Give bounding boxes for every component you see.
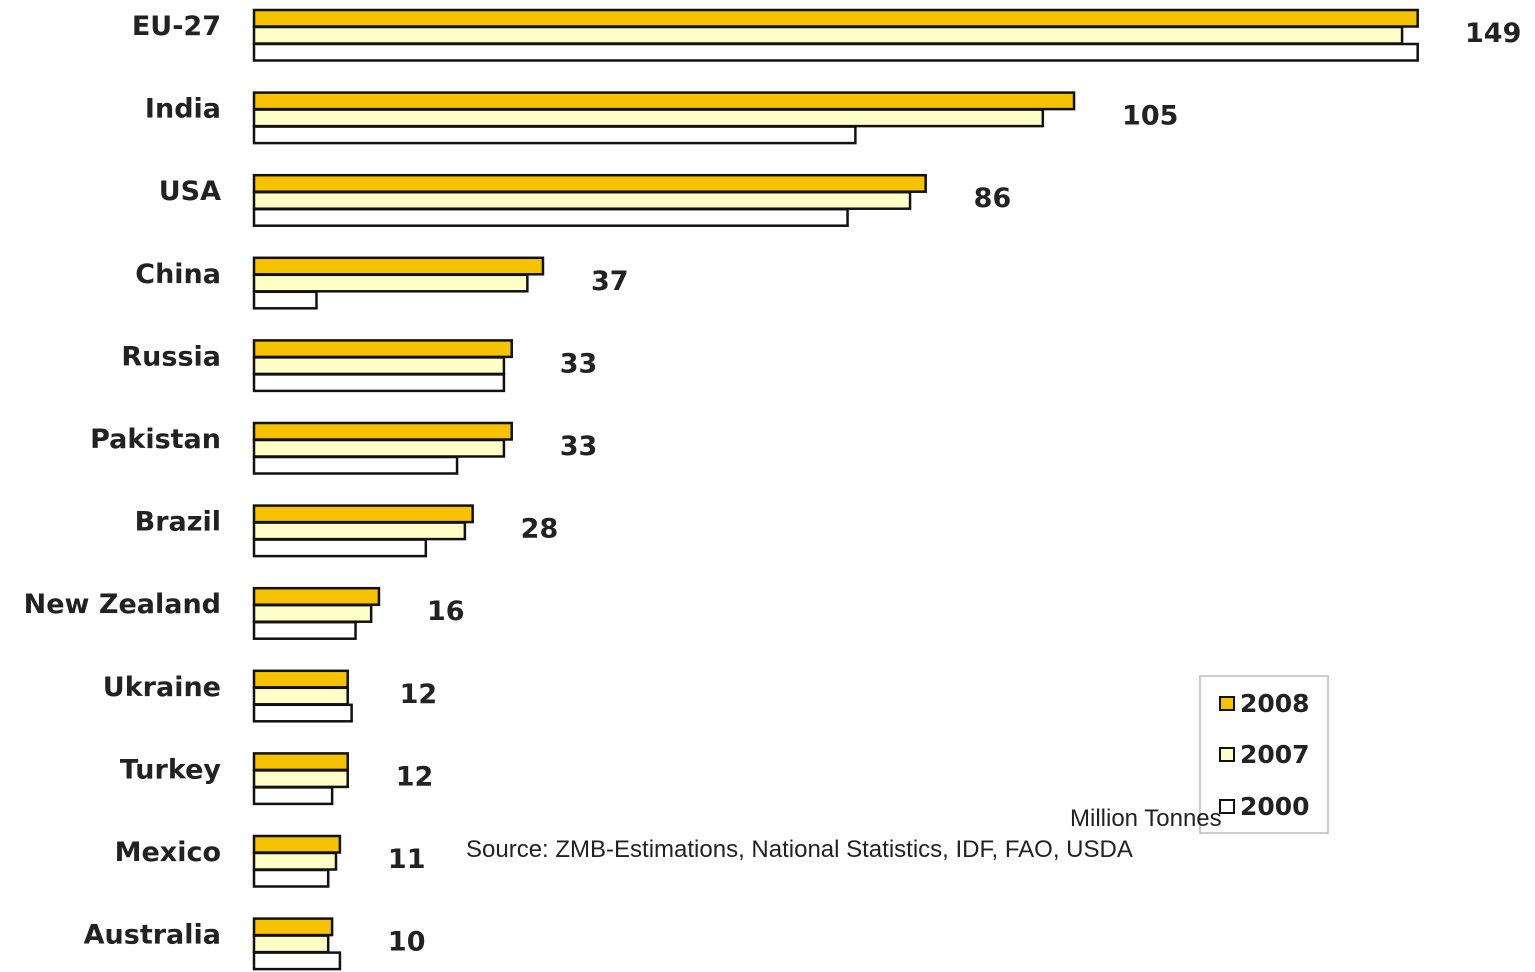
bar-new-zealand-2008 [252, 586, 381, 606]
bar-ukraine-2007 [252, 686, 349, 706]
bar-india-2007 [252, 108, 1045, 128]
value-label-russia: 33 [560, 348, 598, 379]
category-label-eu-27: EU-27 [132, 11, 221, 42]
bar-mexico-2008 [252, 834, 342, 854]
bar-australia-2000 [252, 951, 342, 971]
category-label-india: India [145, 94, 221, 125]
value-labels: 149 105 86 37 33 33 28 16 12 12 11 10 [388, 18, 1521, 958]
value-label-pakistan: 33 [560, 431, 598, 462]
bar-new-zealand-2007 [252, 603, 373, 623]
bar-turkey-2000 [252, 786, 334, 806]
bar-china-2007 [252, 273, 529, 293]
category-label-usa: USA [159, 176, 221, 207]
value-label-china: 37 [591, 266, 629, 297]
bar-usa-2000 [252, 207, 849, 227]
legend-label-2000: 2000 [1240, 792, 1310, 821]
source-note: Source: ZMB-Estimations, National Statis… [466, 836, 1133, 863]
value-label-new-zealand: 16 [427, 596, 465, 627]
category-label-mexico: Mexico [115, 837, 221, 868]
value-label-turkey: 12 [396, 761, 434, 792]
value-label-brazil: 28 [521, 514, 559, 545]
value-label-ukraine: 12 [400, 679, 438, 710]
bar-mexico-2000 [252, 868, 330, 888]
unit-label: Million Tonnes [1070, 805, 1222, 832]
category-labels: EU-27 India USA China Russia Pakistan Brazil Ne… [24, 11, 222, 951]
bar-eu-27-2008 [252, 8, 1419, 28]
legend-label-2007: 2007 [1240, 740, 1310, 769]
bar-turkey-2008 [252, 752, 349, 772]
bar-australia-2007 [252, 934, 330, 954]
bar-eu-27-2000 [252, 42, 1419, 62]
category-label-turkey: Turkey [120, 754, 222, 785]
bar-eu-27-2007 [252, 25, 1404, 45]
bar-usa-2007 [252, 190, 912, 210]
bar-russia-2000 [252, 373, 506, 393]
bar-ukraine-2000 [252, 703, 353, 723]
bar-turkey-2007 [252, 769, 349, 789]
value-label-usa: 86 [974, 183, 1012, 214]
category-label-pakistan: Pakistan [90, 424, 221, 455]
bar-china-2008 [252, 256, 545, 276]
bar-australia-2008 [252, 917, 334, 937]
category-label-australia: Australia [84, 920, 221, 951]
value-label-eu-27: 149 [1465, 18, 1521, 49]
bar-brazil-2007 [252, 521, 467, 541]
bar-russia-2008 [252, 339, 513, 359]
category-label-china: China [135, 259, 221, 290]
value-label-australia: 10 [388, 927, 426, 958]
bar-india-2000 [252, 125, 857, 145]
bar-mexico-2007 [252, 851, 338, 871]
legend: 2008 2007 2000 [1199, 675, 1329, 834]
value-label-india: 105 [1122, 101, 1178, 132]
bar-russia-2007 [252, 356, 506, 376]
category-label-brazil: Brazil [135, 507, 221, 538]
category-label-russia: Russia [121, 341, 221, 372]
bar-pakistan-2008 [252, 421, 513, 441]
bar-china-2000 [252, 290, 318, 310]
legend-label-2008: 2008 [1240, 689, 1310, 718]
bar-pakistan-2007 [252, 438, 506, 458]
legend-swatch-2007 [1219, 747, 1235, 762]
bar-india-2008 [252, 91, 1076, 111]
bar-pakistan-2000 [252, 455, 459, 475]
bar-new-zealand-2000 [252, 620, 357, 640]
bar-ukraine-2008 [252, 669, 349, 689]
category-label-new-zealand: New Zealand [24, 589, 221, 620]
bar-brazil-2008 [252, 504, 474, 524]
bar-usa-2008 [252, 173, 927, 193]
legend-swatch-2000 [1219, 799, 1235, 814]
category-label-ukraine: Ukraine [103, 672, 221, 703]
bar-brazil-2000 [252, 538, 428, 558]
value-label-mexico: 11 [388, 844, 426, 875]
legend-swatch-2008 [1219, 696, 1235, 711]
bars [252, 8, 1419, 971]
